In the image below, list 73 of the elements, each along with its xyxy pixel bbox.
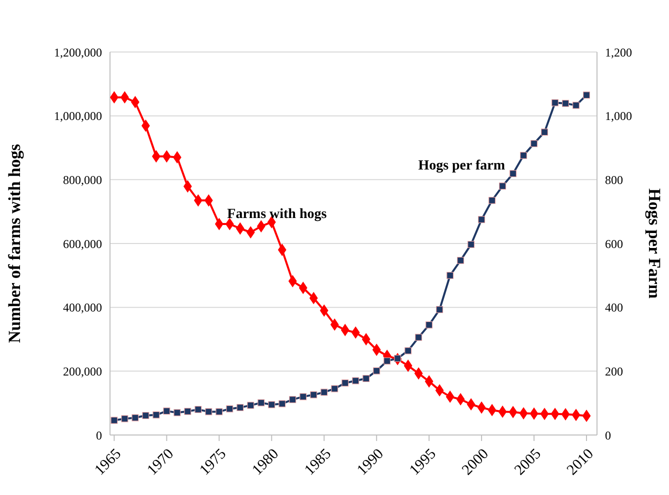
point <box>320 388 328 396</box>
point <box>184 408 192 415</box>
point <box>121 415 128 422</box>
point <box>426 321 433 328</box>
y-tick-label: 400,000 <box>63 300 102 315</box>
y2-axis-title: Hogs per Farm <box>644 188 664 299</box>
point <box>226 405 234 412</box>
point <box>152 411 160 418</box>
point <box>478 216 486 224</box>
point <box>583 92 590 99</box>
point <box>205 408 212 416</box>
y-tick-label: 0 <box>96 428 102 442</box>
point <box>268 401 276 408</box>
y2-tick-label: 1,000 <box>605 109 632 124</box>
point <box>572 102 580 109</box>
point <box>541 128 548 136</box>
point <box>456 393 465 406</box>
point <box>289 396 296 404</box>
point <box>362 333 370 346</box>
point <box>372 344 381 356</box>
y-tick-label: 800,000 <box>63 172 102 187</box>
series-label: Hogs per farm <box>418 158 506 174</box>
y-tick-label: 600,000 <box>63 236 102 251</box>
point <box>519 407 528 420</box>
y2-tick-label: 400 <box>605 300 623 315</box>
point <box>331 385 338 392</box>
y-tick-label: 200,000 <box>63 364 102 378</box>
point <box>256 220 266 232</box>
point <box>174 409 181 416</box>
point <box>310 391 318 398</box>
point <box>110 416 118 424</box>
point <box>530 140 538 148</box>
y-tick-label: 1,200,000 <box>54 45 102 60</box>
point <box>562 100 570 107</box>
point <box>132 414 139 422</box>
point <box>216 408 223 416</box>
point <box>552 99 559 106</box>
point <box>142 412 150 420</box>
point <box>468 240 475 248</box>
y2-tick-label: 0 <box>605 428 611 442</box>
series-label: Farms with hogs <box>227 207 328 222</box>
point <box>141 120 150 132</box>
y-tick-label: 1,000,000 <box>54 109 102 124</box>
point <box>498 406 507 418</box>
y2-tick-label: 600 <box>605 236 623 251</box>
point <box>404 360 412 372</box>
y2-tick-label: 1,200 <box>605 45 632 60</box>
point <box>499 182 506 190</box>
point <box>404 347 412 354</box>
point <box>236 404 244 412</box>
point <box>520 152 528 159</box>
point <box>194 406 202 413</box>
point <box>373 367 380 374</box>
point <box>446 272 454 279</box>
point <box>510 170 517 178</box>
point <box>163 408 170 415</box>
y-axis-title: Number of farms with hogs <box>5 144 24 343</box>
y2-tick-label: 800 <box>605 172 623 187</box>
point <box>561 408 570 420</box>
point <box>415 334 422 341</box>
point <box>446 390 454 403</box>
point <box>342 379 349 386</box>
y2-tick-label: 200 <box>605 364 623 378</box>
point <box>258 399 265 406</box>
point <box>488 196 496 204</box>
point <box>278 400 286 408</box>
point <box>384 357 391 364</box>
point <box>300 393 307 400</box>
point <box>352 377 360 384</box>
point <box>457 256 464 264</box>
point <box>362 375 370 382</box>
point <box>436 306 444 314</box>
point <box>247 402 254 409</box>
